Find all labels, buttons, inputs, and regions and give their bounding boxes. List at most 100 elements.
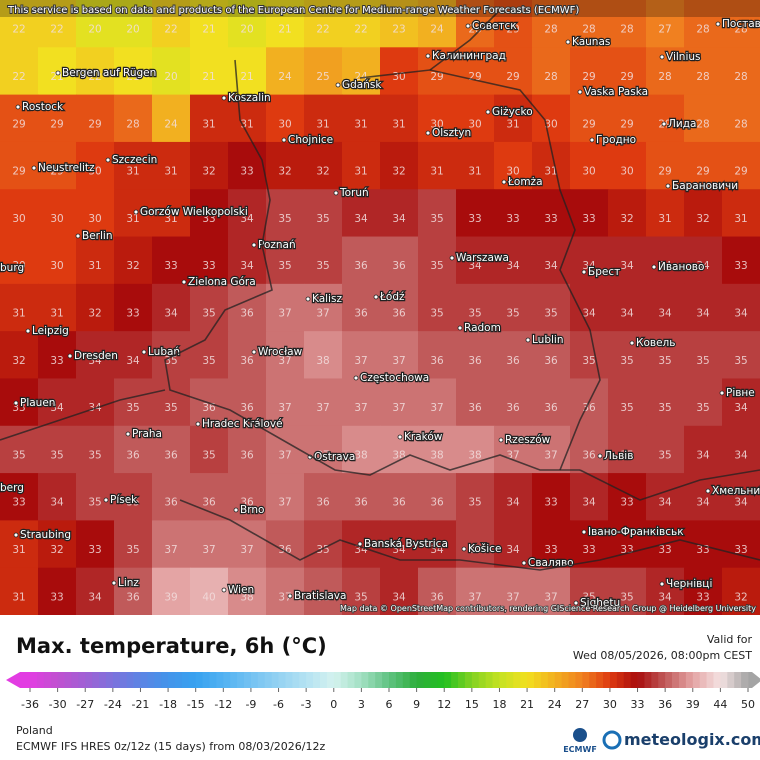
temperature-cell [228,567,267,616]
temperature-cell [190,473,229,521]
temperature-label: 29 [12,118,25,130]
colorbar-segment [644,672,652,688]
temperature-cell [0,378,39,427]
temperature-label: 34 [696,260,710,272]
temperature-cell [152,0,191,48]
colorbar-segment [306,672,314,688]
colorbar-segment [285,672,293,688]
colorbar-tick-label: -6 [273,698,284,711]
temperature-label: 36 [506,355,520,367]
colorbar-segment [506,672,514,688]
colorbar-segment [637,672,645,688]
city-marker [305,296,311,302]
temperature-cell [722,473,760,521]
temperature-cell [38,0,77,48]
temperature-cell [456,283,495,332]
city-label: Dresden [74,350,118,362]
city-marker [525,337,531,343]
temperature-label: 37 [544,591,557,603]
colorbar-segment [437,672,445,688]
temperature-cell [722,189,760,238]
temperature-cell [190,236,229,285]
temperature-cell [532,47,571,96]
colorbar-tick-label: -18 [159,698,177,711]
colorbar-segment [402,672,411,688]
city-marker [449,255,455,261]
temperature-cell [342,567,381,616]
temperature-label: 34 [620,308,634,320]
temperature-label: 36 [582,402,596,414]
city-marker [195,421,201,427]
border-line [359,69,601,471]
temperature-label: 36 [240,308,254,320]
colorbar-segment [616,672,625,688]
temperature-label: 34 [392,591,406,603]
temperature-cell [114,567,153,616]
temperature-label: 22 [316,24,329,36]
border-line [0,389,166,441]
temperature-label: 37 [278,308,291,320]
temperature-cell [304,520,343,569]
temperature-label: 36 [240,355,254,367]
temperature-cell [456,47,495,96]
temperature-label: 38 [316,355,329,367]
temperature-label: 35 [696,402,709,414]
temperature-cell [114,425,153,474]
temperature-cell [0,236,39,285]
temperature-cell [570,0,609,48]
colorbar-segment [140,672,148,688]
temperature-cell [456,378,495,427]
city-marker [15,104,21,110]
temperature-label: 36 [392,260,406,272]
temperature-cell [266,331,305,379]
colorbar-segment [126,672,134,688]
temperature-label: 36 [354,308,368,320]
temperature-label: 28 [696,71,709,83]
temperature-label: 36 [430,497,444,509]
city-marker [577,89,583,95]
temperature-label: 34 [582,260,596,272]
temperature-label: 38 [430,449,443,461]
temperature-cell [494,378,533,427]
temperature-label: 33 [506,213,519,225]
colorbar-tick-label: 9 [413,698,420,711]
temperature-label: 34 [354,213,368,225]
temperature-cell [494,0,533,48]
city-label: Praha [132,428,162,440]
temperature-label: 36 [582,449,596,461]
temperature-cell [418,473,457,521]
temperature-label: 22 [50,24,63,36]
temperature-cell [494,94,533,143]
city-marker [13,532,19,538]
temperature-label: 22 [354,24,367,36]
temperature-cell [228,189,267,238]
city-label: Hradec Králové [202,418,283,430]
temperature-label: 34 [88,591,102,603]
temperature-cell [152,141,191,190]
temperature-label: 28 [544,24,557,36]
temperature-label: 37 [278,449,291,461]
temperature-label: 33 [734,544,747,556]
city-label: Poznań [258,239,296,251]
temperature-cell [114,331,153,379]
temperature-label: 32 [620,213,633,225]
temperature-cell [380,0,419,48]
temperature-label: 37 [278,355,291,367]
temperature-label: 35 [468,544,481,556]
temperature-label: 35 [126,497,139,509]
temperature-label: 35 [202,308,215,320]
temperature-cell [0,283,39,332]
temperature-cell [0,331,39,379]
city-label: Neustrelitz [38,162,95,174]
temperature-cell [190,283,229,332]
temperature-cell [0,47,39,96]
temperature-cell [342,236,381,285]
temperature-label: 31 [12,591,25,603]
temperature-cell [684,567,723,616]
temperature-cell [114,141,153,190]
temperature-cell [38,378,77,427]
temperature-cell [608,0,647,48]
city-marker [221,95,227,101]
colorbar-segment [478,672,487,688]
temperature-label: 30 [278,118,291,130]
